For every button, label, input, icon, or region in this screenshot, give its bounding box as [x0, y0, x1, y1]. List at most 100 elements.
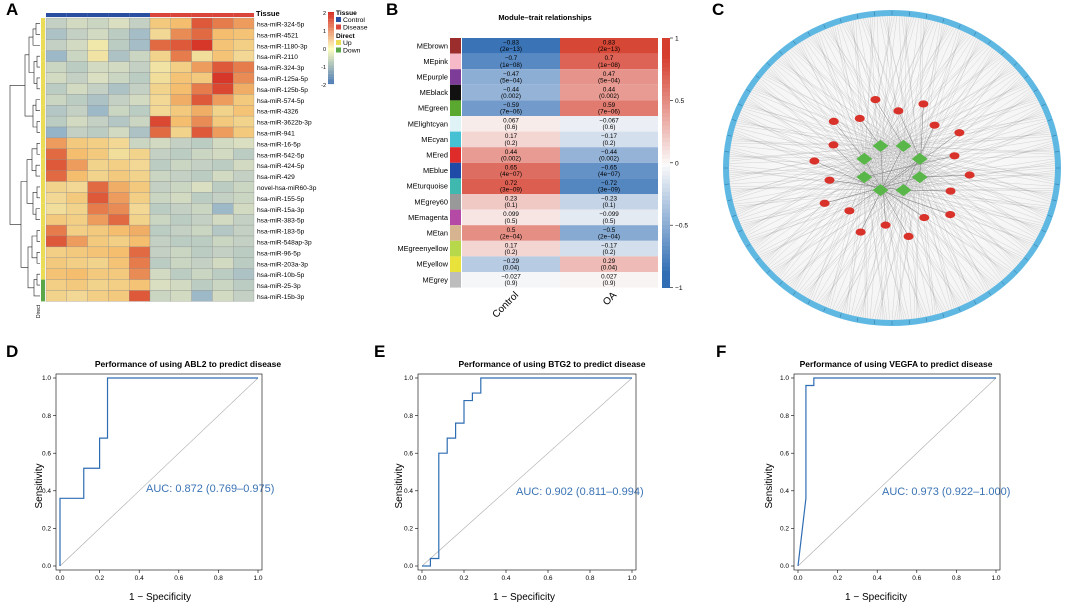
heatmap-cell — [129, 105, 151, 117]
network-edge — [836, 177, 920, 312]
heatmap-cell — [66, 28, 88, 40]
ring-tick — [779, 281, 783, 285]
heatmap-cell — [129, 279, 151, 291]
heatmap-cell — [233, 279, 255, 291]
tissue-annotation-bar — [46, 13, 254, 17]
colorbar-tick-label: −1 — [675, 285, 683, 292]
module-trait-cell — [560, 272, 658, 288]
network-edge — [753, 145, 881, 249]
direct-annotation-cell — [41, 18, 45, 29]
ring-tick — [1001, 281, 1005, 285]
network-edge — [777, 59, 920, 159]
heatmap-cell — [212, 39, 234, 51]
network-edge — [864, 158, 909, 237]
module-trait-pvalue: (0.04) — [503, 265, 519, 272]
heatmap-cell — [87, 83, 109, 95]
module-trait-correlation: 0.29 — [603, 258, 616, 265]
network-edge — [829, 179, 904, 191]
heatmap-cell — [87, 17, 109, 30]
module-color-swatch — [450, 256, 461, 272]
network-edge — [919, 177, 970, 302]
colorbar-step — [662, 216, 670, 222]
network-edge — [784, 53, 865, 178]
network-edge — [903, 190, 984, 294]
row-label: hsa-miR-16-5p — [257, 141, 301, 148]
network-edge — [865, 18, 920, 178]
roc-xlabel: 1 − Specificity — [129, 592, 191, 602]
network-edge — [786, 177, 920, 285]
legend-colorbar-step — [328, 35, 334, 38]
heatmap-cell — [149, 148, 171, 160]
colorbar-step — [662, 92, 670, 97]
network-edge — [919, 73, 1020, 159]
ring-tick — [738, 103, 743, 106]
heatmap-cell — [212, 72, 234, 84]
mirna-node — [918, 100, 929, 108]
colorbar-step — [662, 129, 670, 135]
legend-swatch — [336, 17, 341, 22]
colorbar-step — [662, 125, 670, 130]
network-edge — [762, 145, 904, 262]
network-edge — [903, 190, 1014, 270]
network-edge — [880, 190, 982, 295]
heatmap-cell — [191, 61, 213, 73]
colorbar-step — [662, 166, 670, 172]
row-label: hsa-miR-383-5p — [257, 218, 305, 225]
dendrogram-link — [33, 61, 37, 84]
row-label: hsa-miR-25-3p — [257, 283, 301, 290]
network-edge — [766, 71, 920, 178]
heatmap-cell — [170, 39, 192, 51]
legend-colorbar-step — [328, 80, 334, 83]
direct-annotation-cell — [41, 159, 45, 171]
dendrogram-link — [32, 104, 37, 128]
legend-colorbar-step — [328, 37, 334, 40]
panel-label-f: F — [716, 342, 727, 361]
module-trait-cell — [560, 84, 658, 101]
heatmap-cell — [87, 105, 109, 117]
network-edge — [903, 58, 1005, 146]
direct-annotation-cell — [41, 61, 45, 73]
ring-tick — [839, 18, 842, 23]
network-edge — [864, 25, 950, 178]
network-edge — [747, 97, 881, 191]
network-edge — [800, 190, 904, 294]
network-edge — [903, 145, 1052, 200]
ring-tick — [732, 119, 737, 121]
ring-tick — [1024, 257, 1029, 261]
legend-colorbar-step — [328, 40, 334, 43]
colorbar-tick-label: 1 — [675, 36, 679, 43]
dendrogram-link — [35, 23, 40, 35]
heatmap-cell — [45, 246, 67, 258]
network-edge — [880, 78, 1024, 191]
heatmap-cell — [149, 94, 171, 106]
heatmap-cell — [66, 61, 88, 73]
network-edge — [919, 158, 954, 309]
colorbar-step — [662, 258, 670, 264]
heatmap-cell — [87, 159, 109, 171]
ring-tick — [958, 24, 961, 29]
heatmap-cell — [212, 126, 234, 139]
colorbar-step — [662, 175, 670, 180]
network-edge — [864, 82, 1027, 159]
network-edge — [786, 51, 865, 159]
roc-curve — [59, 377, 258, 566]
colorbar-step — [662, 275, 670, 280]
heatmap-cell — [191, 246, 213, 258]
ring-tick — [727, 135, 732, 137]
roc-frame — [793, 373, 1001, 571]
ring-tick — [925, 14, 928, 19]
heatmap-cell — [108, 126, 130, 139]
heatmap-cell — [191, 50, 213, 62]
roc-ytick-label: 0.6 — [42, 450, 51, 457]
heatmap-cell — [129, 224, 151, 237]
network-edge — [834, 25, 865, 178]
colorbar-step — [662, 87, 670, 93]
module-trait-pvalue: (0.002) — [599, 155, 619, 162]
roc-xtick-label: 1.0 — [253, 575, 262, 582]
ring-tick — [942, 313, 945, 318]
colorbar-step — [662, 108, 670, 114]
roc-panel-e: Performance of using BTG2 to predict dis… — [394, 359, 646, 602]
ring-tick — [973, 31, 977, 36]
ring-tick — [766, 270, 771, 274]
heatmap-cell — [45, 235, 67, 248]
